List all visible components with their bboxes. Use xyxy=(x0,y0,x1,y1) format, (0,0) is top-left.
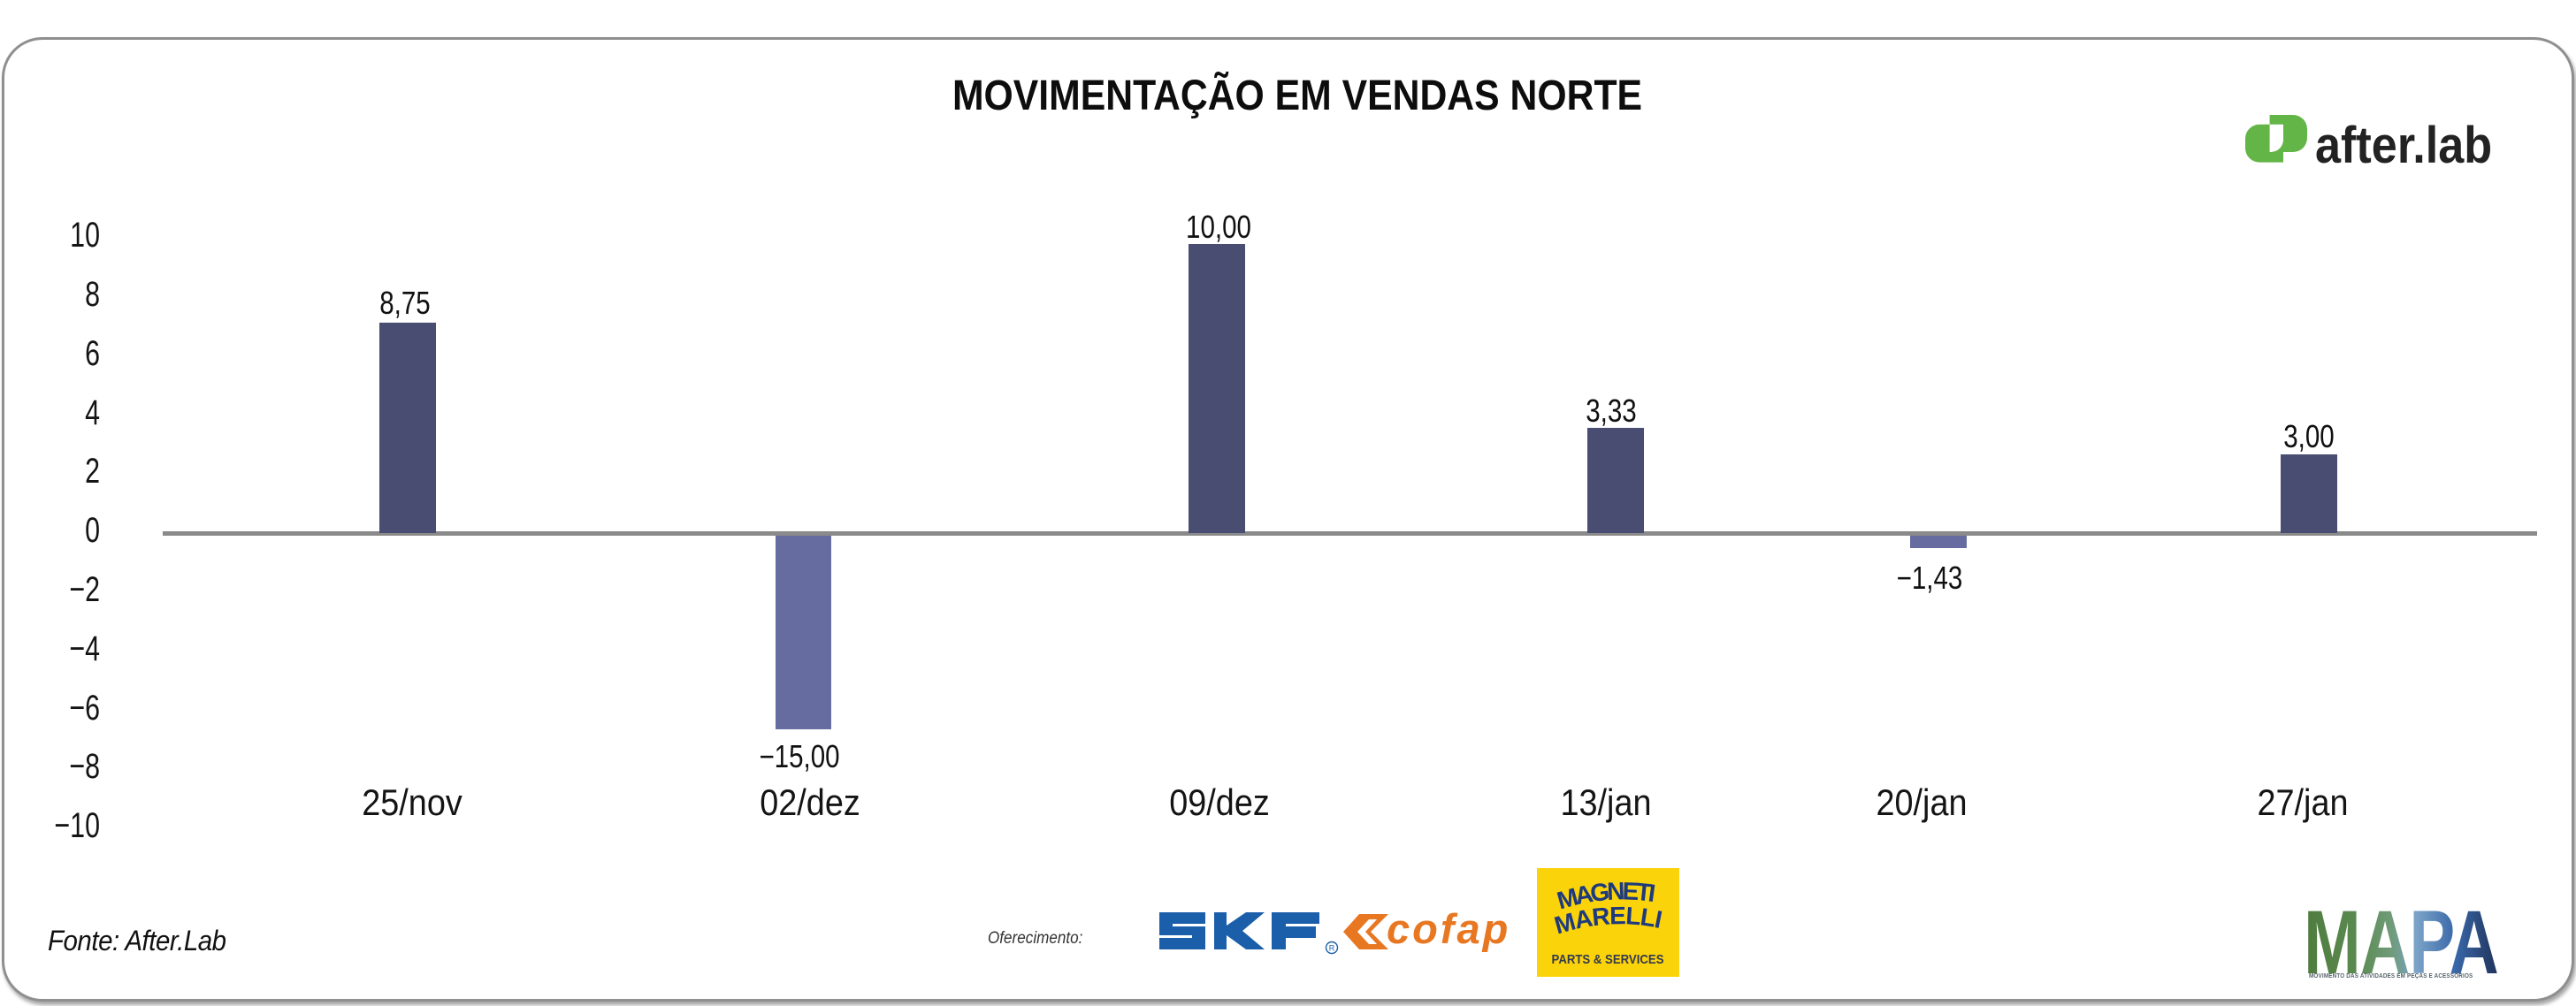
svg-text:PARTS & SERVICES: PARTS & SERVICES xyxy=(1552,952,1664,967)
svg-text:R: R xyxy=(1329,944,1335,953)
